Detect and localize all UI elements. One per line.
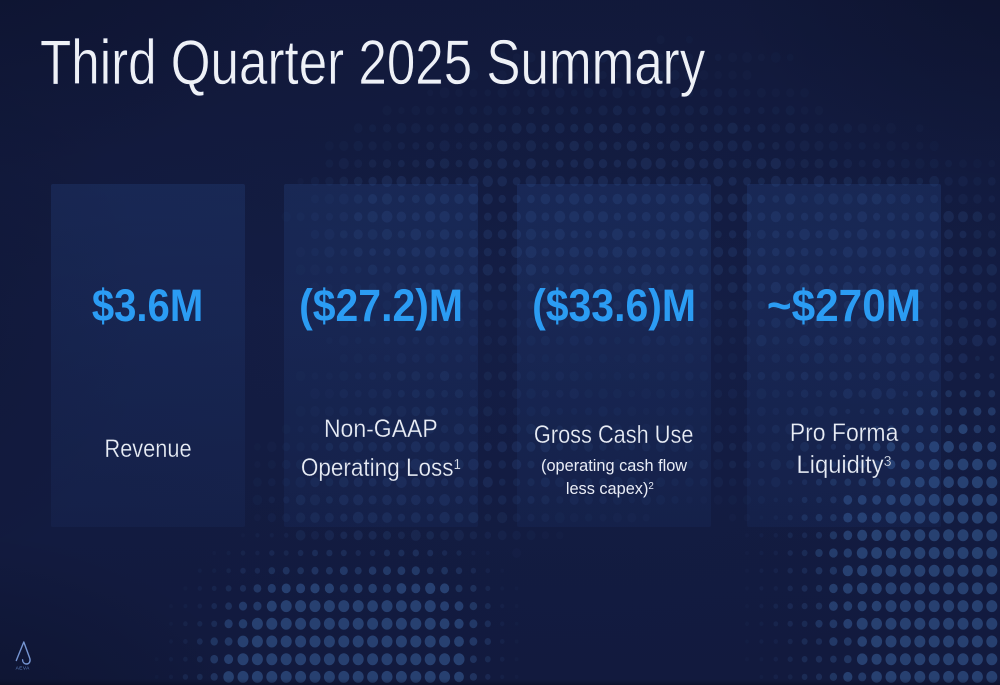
svg-text:AEVA: AEVA: [16, 665, 31, 671]
